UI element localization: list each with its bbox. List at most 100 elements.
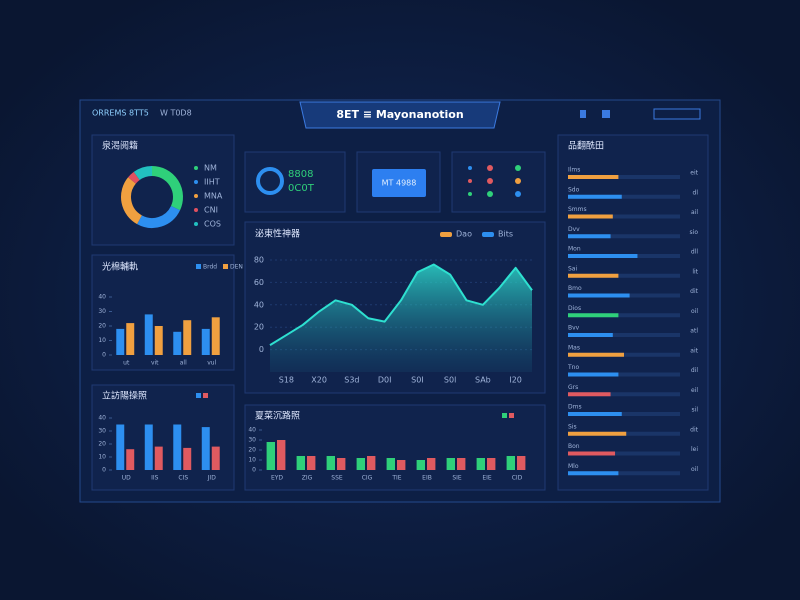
row-label: Dms xyxy=(568,404,582,411)
bar xyxy=(568,392,611,397)
bar xyxy=(367,456,376,470)
bar xyxy=(116,328,125,355)
line xyxy=(269,263,533,346)
row-label: Mon xyxy=(568,246,581,253)
row-label: Bon xyxy=(568,443,580,450)
row-label: Dios xyxy=(568,305,581,312)
bar xyxy=(397,460,406,470)
panel xyxy=(557,134,709,491)
row-label: Sai xyxy=(568,265,577,272)
legend-swatch xyxy=(196,393,201,398)
x-tick-label: vul xyxy=(207,360,216,367)
legend-swatch xyxy=(196,264,201,269)
bar xyxy=(126,449,135,470)
legend-swatch xyxy=(194,194,198,198)
donut-segment xyxy=(121,177,143,225)
x-tick-label: S18 xyxy=(279,376,294,385)
legend-swatch xyxy=(194,208,198,212)
x-tick-label: JID xyxy=(207,475,217,482)
x-tick-label: ZIG xyxy=(302,475,313,482)
bar xyxy=(427,458,436,470)
chart-title: 立訪陽操照 xyxy=(102,390,147,402)
bar xyxy=(201,427,210,470)
chart-title: 光棉輔軌 xyxy=(102,261,138,273)
x-tick-label: SIE xyxy=(452,475,462,482)
bar xyxy=(266,442,275,470)
row-label: Mas xyxy=(568,344,580,351)
row-label: Mlo xyxy=(568,463,579,470)
bar-track xyxy=(568,451,680,456)
y-tick-label: 10 xyxy=(98,454,106,461)
y-tick-label: 60 xyxy=(254,278,264,287)
button-label[interactable]: MT 4988 xyxy=(382,179,417,188)
ring-icon xyxy=(256,167,284,195)
toolbar[interactable] xyxy=(653,108,701,120)
y-tick-label: 40 xyxy=(254,300,264,309)
y-tick-label: 20 xyxy=(98,323,106,330)
row-end-label: dl xyxy=(693,189,699,196)
legend-label: DEN xyxy=(230,264,243,271)
y-tick-label: 10 xyxy=(98,337,106,344)
chart-title: 泉渴阅籍 xyxy=(102,140,138,152)
bar xyxy=(568,273,619,278)
row-label: Bvv xyxy=(568,325,580,332)
legend-swatch xyxy=(509,413,514,418)
row-label: Tno xyxy=(567,364,579,371)
panel xyxy=(91,254,235,371)
row-end-label: dit xyxy=(690,426,698,433)
bar xyxy=(506,456,515,470)
bar xyxy=(568,234,611,239)
panel xyxy=(91,134,235,246)
legend-swatch xyxy=(482,232,494,237)
x-tick-label: I20 xyxy=(509,376,522,385)
bar xyxy=(211,446,220,470)
x-tick-label: D0I xyxy=(378,376,392,385)
bar xyxy=(568,471,619,476)
bar xyxy=(183,320,192,355)
chart-title: 夏菜沉路照 xyxy=(255,410,300,422)
row-end-label: sio xyxy=(690,229,699,236)
row-label: Sis xyxy=(568,423,577,430)
y-tick-label: 30 xyxy=(98,428,106,435)
y-tick-label: 20 xyxy=(254,323,264,332)
icon[interactable] xyxy=(580,110,586,118)
icon[interactable] xyxy=(602,110,610,118)
panel xyxy=(91,384,235,491)
row-label: Grs xyxy=(568,384,578,391)
donut-segment xyxy=(151,166,183,211)
panel xyxy=(244,404,546,491)
legend-swatch xyxy=(194,180,198,184)
row-label: Ilms xyxy=(568,167,580,174)
bar xyxy=(173,424,182,470)
donut-segment xyxy=(137,205,181,228)
x-tick-label: EIE xyxy=(482,475,492,482)
donut-segment xyxy=(133,166,153,181)
legend-label: CNI xyxy=(204,206,218,215)
legend-swatch xyxy=(440,232,452,237)
bar xyxy=(568,451,616,456)
x-tick-label: vit xyxy=(151,360,159,367)
bar xyxy=(183,447,192,470)
legend-label: MNA xyxy=(204,192,223,201)
bar xyxy=(568,431,627,436)
y-tick-label: 20 xyxy=(248,447,256,454)
x-tick-label: ut xyxy=(123,360,130,367)
row-end-label: ait xyxy=(690,347,698,354)
area-fill xyxy=(270,264,532,372)
x-tick-label: S3d xyxy=(344,376,359,385)
bar-track xyxy=(568,471,680,476)
bar xyxy=(457,458,466,470)
bar xyxy=(116,424,125,470)
ring-value: 0C0T xyxy=(288,183,315,194)
panel xyxy=(451,151,546,213)
x-tick-label: EYD xyxy=(271,475,283,482)
button[interactable] xyxy=(372,169,426,197)
brand: ORREMS 8TT5 xyxy=(92,109,149,118)
bar xyxy=(126,323,135,355)
y-tick-label: 0 xyxy=(102,352,106,359)
bar xyxy=(144,314,153,355)
legend-swatch xyxy=(194,222,198,226)
x-tick-label: EIB xyxy=(422,475,432,482)
x-tick-label: UD xyxy=(122,475,131,482)
